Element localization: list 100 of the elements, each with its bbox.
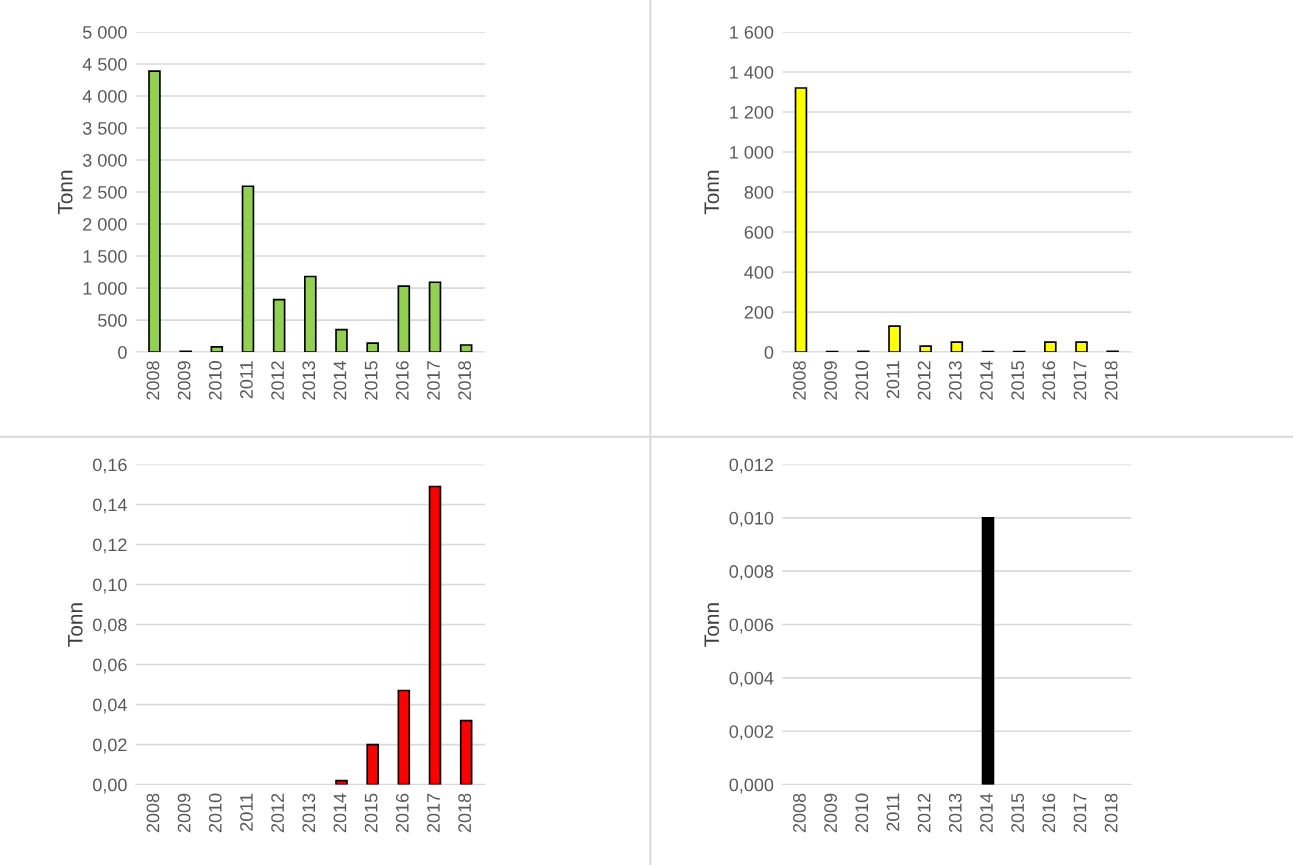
y-tick-label: 4 500 [82,57,127,71]
bar [459,344,473,353]
y-tick-label: 800 [744,185,774,199]
bar [335,328,348,353]
x-tick-label: 2018 [458,793,472,833]
y-tick-label: 3 000 [82,153,127,167]
bar [241,185,255,353]
bar [272,298,286,353]
x-tick-label: 2009 [824,793,837,833]
y-tick-label: 1 400 [730,65,774,79]
y-tick-label: 1 500 [83,249,127,263]
y-tick-label: 0 [118,345,127,359]
y-tick-label: 1 000 [83,281,127,295]
x-tick-label: 2009 [177,793,191,833]
y-tick-label: 0,000 [729,778,774,794]
x-tick-label: 2011 [240,361,253,399]
y-tick-label: 5 000 [82,25,127,39]
y-tick-label: 0,16 [93,458,127,474]
x-tick-label: 2014 [333,793,347,833]
x-tick-label: 2014 [333,360,347,400]
y-tick-label: 0,002 [729,725,774,741]
y-tick-label: 0,08 [93,618,127,634]
x-tick-label: 2012 [271,793,284,833]
x-tick-label: 2013 [948,793,962,833]
x-tick-label: 2018 [458,361,472,400]
bar [428,281,442,353]
y-axis-title: Tonn [704,170,720,215]
y-tick-label: 600 [744,225,774,239]
bar [148,70,161,353]
y-tick-label: 2 000 [83,217,127,231]
y-tick-label: 0,010 [729,511,774,527]
bar [366,743,379,785]
x-tick-label: 2008 [146,361,160,400]
y-tick-label: 0 [764,345,774,359]
y-tick-label: 0,004 [729,671,774,687]
x-tick-label: 2010 [208,793,222,833]
bar [1044,341,1057,353]
bar [366,342,379,353]
x-tick-label: 2018 [1104,361,1118,400]
x-tick-label: 2012 [271,361,284,400]
x-tick-label: 2013 [302,361,316,400]
x-tick-label: 2013 [302,793,316,833]
y-axis-title: Tonn [704,603,720,647]
x-tick-label: 2017 [427,361,440,400]
x-tick-label: 2015 [1011,361,1025,400]
x-tick-label: 2015 [364,361,378,400]
x-tick-label: 2010 [208,361,222,400]
x-tick-label: 2010 [855,793,869,833]
y-tick-label: 200 [744,305,774,319]
bar [210,346,224,353]
x-tick-label: 2016 [1042,361,1056,400]
x-tick-label: 2011 [886,793,900,831]
x-tick-label: 2014 [980,793,993,833]
bar [794,87,808,353]
y-tick-label: 1 600 [730,25,774,39]
y-tick-label: 0,02 [93,738,127,754]
x-tick-label: 2015 [364,793,378,833]
bar [335,779,348,785]
x-tick-label: 2014 [980,360,993,400]
y-tick-label: 0,00 [93,778,127,794]
y-tick-label: 0,12 [93,538,127,554]
y-tick-label: 1 000 [730,145,774,159]
x-tick-label: 2011 [886,361,900,399]
bar [1075,341,1088,353]
y-tick-label: 0,006 [729,618,774,634]
y-tick-label: 500 [98,313,127,327]
bar [950,341,964,353]
x-tick-label: 2013 [948,361,962,400]
y-tick-label: 0,008 [729,565,774,581]
x-tick-label: 2016 [395,793,409,833]
x-tick-label: 2017 [427,793,440,833]
bar [397,285,411,353]
x-tick-label: 2015 [1011,793,1025,833]
y-tick-label: 0,012 [729,458,774,474]
bar [304,275,317,353]
y-tick-label: 0,10 [93,578,127,594]
x-tick-label: 2008 [793,793,806,833]
bar [397,689,411,785]
bar [428,485,442,785]
x-tick-label: 2016 [1042,793,1056,833]
x-tick-label: 2009 [824,361,837,400]
x-tick-label: 2018 [1104,793,1118,833]
bar [459,719,473,785]
x-tick-label: 2017 [1073,793,1087,833]
x-tick-label: 2012 [917,361,931,400]
y-tick-label: 2 500 [83,185,127,199]
y-tick-label: 400 [744,265,774,279]
x-tick-label: 2008 [146,793,160,833]
y-tick-label: 1 200 [730,105,774,119]
x-tick-label: 2016 [395,361,409,400]
x-tick-label: 2011 [240,793,253,831]
x-tick-label: 2008 [793,361,806,400]
x-tick-label: 2017 [1073,361,1087,400]
bar [888,325,901,353]
x-tick-label: 2009 [177,361,191,400]
y-axis-title: Tonn [68,603,83,647]
y-tick-label: 4 000 [82,89,127,103]
y-axis-title: Tonn [58,170,73,215]
x-tick-label: 2012 [917,793,931,833]
y-tick-label: 3 500 [82,121,127,135]
